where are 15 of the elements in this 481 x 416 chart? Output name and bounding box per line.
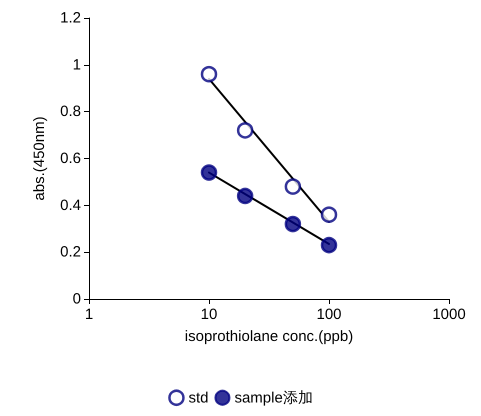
y-tick-label: 0.6	[60, 150, 81, 167]
x-axis-title: isoprothiolane conc.(ppb)	[184, 328, 354, 345]
legend-label: std	[188, 389, 208, 406]
y-tick-label: 1	[72, 56, 81, 74]
x-tick-label: 100	[316, 306, 342, 323]
x-tick-label: 10	[200, 306, 218, 323]
y-tick-label: 0.8	[60, 103, 81, 120]
y-axis-title: abs.(450nm)	[31, 116, 48, 201]
y-tick-label: 0.4	[60, 196, 81, 214]
x-tick-label: 1	[84, 306, 94, 323]
y-tick-label: 0.2	[60, 244, 81, 261]
y-tick-label: 0	[72, 290, 81, 308]
x-tick-label: 1000	[432, 306, 466, 323]
y-tick-label: 1.2	[60, 10, 81, 26]
legend-label: sample添加	[234, 389, 313, 406]
